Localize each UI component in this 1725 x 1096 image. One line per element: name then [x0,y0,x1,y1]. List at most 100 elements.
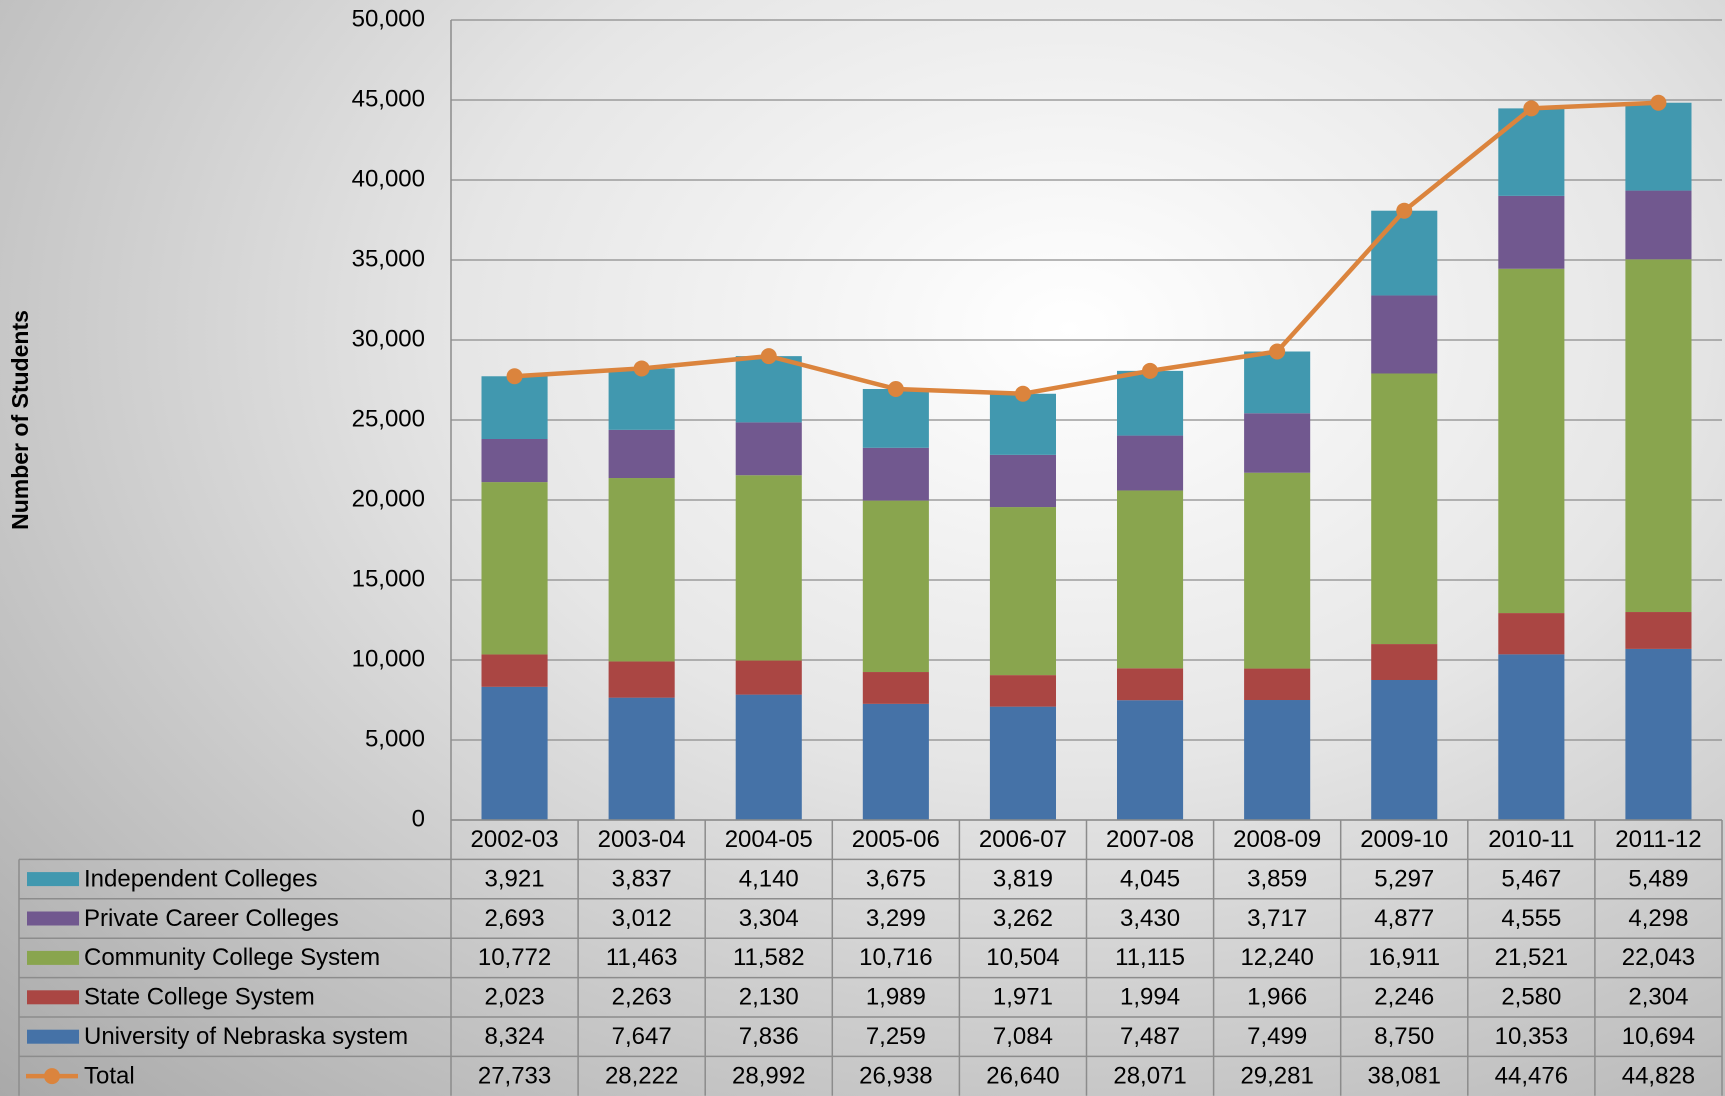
table-cell: 7,487 [1120,1023,1180,1050]
bar-segment [735,356,802,423]
bar-segment [862,447,929,501]
table-cell: 10,694 [1622,1023,1695,1050]
table-cell: 1,966 [1247,984,1307,1011]
y-tick-label: 50,000 [352,5,425,32]
table-cell: 2,693 [485,905,545,932]
bar-segment [989,393,1056,455]
bar-segment [1625,259,1692,613]
bar-segment [1371,373,1438,645]
table-cell: 3,012 [612,905,672,932]
bar-segment [735,694,802,820]
table-cell: 2,023 [485,984,545,1011]
table-cell: 8,324 [485,1023,545,1050]
y-tick-label: 5,000 [365,725,425,752]
bar-segment [1371,295,1438,374]
x-tick-label: 2007-08 [1106,826,1194,853]
bar-segment [1244,472,1311,669]
table-cell: 10,353 [1495,1023,1568,1050]
x-tick-label: 2011-12 [1615,826,1701,853]
legend-swatch [27,1029,79,1044]
bar-segment [862,672,929,704]
bar-segment [481,376,548,440]
table-cell: 10,504 [986,944,1059,971]
bar-segment [1244,413,1311,473]
table-cell: 2,246 [1374,984,1434,1011]
bar-segment [608,368,675,430]
bar-segment [1244,351,1311,414]
table-cell: 38,081 [1368,1062,1441,1089]
table-cell: 28,071 [1113,1062,1186,1089]
bar-segment [608,661,675,698]
table-cell: 4,140 [739,865,799,892]
bar-segment [1371,644,1438,680]
legend-label: Community College System [84,944,380,971]
y-tick-label: 40,000 [352,165,425,192]
table-cell: 44,828 [1622,1062,1695,1089]
legend-label: Independent Colleges [84,865,318,892]
bar-segment [735,475,802,661]
table-cell: 3,299 [866,905,926,932]
table-cell: 28,222 [605,1062,678,1089]
y-tick-label: 25,000 [352,405,425,432]
x-tick-label: 2004-05 [725,826,813,853]
table-cell: 3,859 [1247,865,1307,892]
table-cell: 4,298 [1628,905,1688,932]
table-cell: 26,640 [986,1062,1059,1089]
table-cell: 7,647 [612,1023,672,1050]
table-cell: 22,043 [1622,944,1695,971]
bar-segment [608,697,675,820]
table-cell: 27,733 [478,1062,551,1089]
table-cell: 2,304 [1628,984,1688,1011]
x-tick-label: 2005-06 [852,826,940,853]
bar-segment [1498,654,1565,820]
y-tick-label: 15,000 [352,565,425,592]
legend-swatch [27,990,79,1005]
y-tick-label: 35,000 [352,245,425,272]
table-cell: 3,262 [993,905,1053,932]
bar-segment [1117,370,1184,436]
table-cell: 10,772 [478,944,551,971]
table-cell: 16,911 [1368,944,1440,971]
y-tick-label: 45,000 [352,85,425,112]
table-cell: 10,716 [859,944,932,971]
table-cell: 5,467 [1501,865,1561,892]
table-cell: 4,877 [1374,905,1434,932]
legend-swatch [27,872,79,887]
legend-label: Total [84,1062,135,1089]
bar-segment [1371,210,1438,296]
x-tick-label: 2003-04 [598,826,686,853]
table-cell: 3,430 [1120,905,1180,932]
bar-segment [1117,700,1184,820]
table-cell: 3,819 [993,865,1053,892]
table-cell: 3,717 [1247,905,1307,932]
bar-segment [989,454,1056,508]
bar-segment [1498,268,1565,614]
table-cell: 1,989 [866,984,926,1011]
table-cell: 2,580 [1501,984,1561,1011]
bar-segment [862,500,929,673]
table-cell: 7,259 [866,1023,926,1050]
table-cell: 7,084 [993,1023,1053,1050]
bar-segment [481,686,548,820]
table-cell: 2,263 [612,984,672,1011]
bar-segment [735,660,802,695]
total-marker [1014,385,1031,402]
bar-segment [1371,680,1438,820]
total-marker [1142,362,1159,379]
table-cell: 26,938 [859,1062,932,1089]
bar-segment [1498,108,1565,196]
table-cell: 44,476 [1495,1062,1568,1089]
x-tick-label: 2006-07 [979,826,1067,853]
table-cell: 11,115 [1115,944,1185,971]
table-cell: 4,555 [1501,905,1561,932]
bar-segment [1244,668,1311,701]
table-cell: 29,281 [1240,1062,1313,1089]
total-marker [1396,202,1413,219]
x-tick-label: 2008-09 [1233,826,1321,853]
table-cell: 1,994 [1120,984,1180,1011]
total-marker [633,360,650,377]
bar-segment [1117,668,1184,701]
total-marker [1269,343,1286,360]
